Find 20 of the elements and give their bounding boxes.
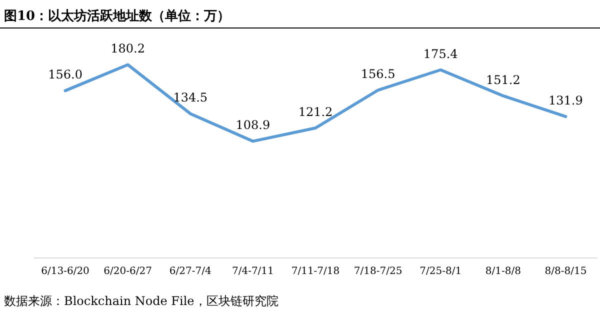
xtick: 6/13-6/20 [41,266,90,277]
value-label: 175.4 [423,46,458,61]
xtick: 6/27-7/4 [169,266,212,277]
title: 图10：以太坊活跃地址数（单位：万） [4,9,230,24]
annotation: 数据来源：Blockchain Node File，区块链研究院 [4,294,278,308]
xtick: 8/8-8/15 [544,266,587,277]
value-label: 131.9 [548,94,583,108]
xtick: 7/18-7/25 [354,266,402,277]
value-label: 156.5 [360,67,396,82]
value-label: 151.2 [486,72,520,87]
xtick: 7/25-8/1 [420,266,462,277]
xtick: 8/1-8/8 [485,266,521,277]
value-label: 108.9 [236,118,270,132]
value-label: 180.2 [110,42,146,56]
xtick: 7/4-7/11 [232,266,274,277]
xtick: 6/20-6/27 [104,266,152,277]
value-label: 156.0 [48,68,82,82]
value-label: 121.2 [298,105,333,119]
value-label: 134.5 [173,90,208,105]
xtick: 7/11-7/18 [291,266,340,277]
